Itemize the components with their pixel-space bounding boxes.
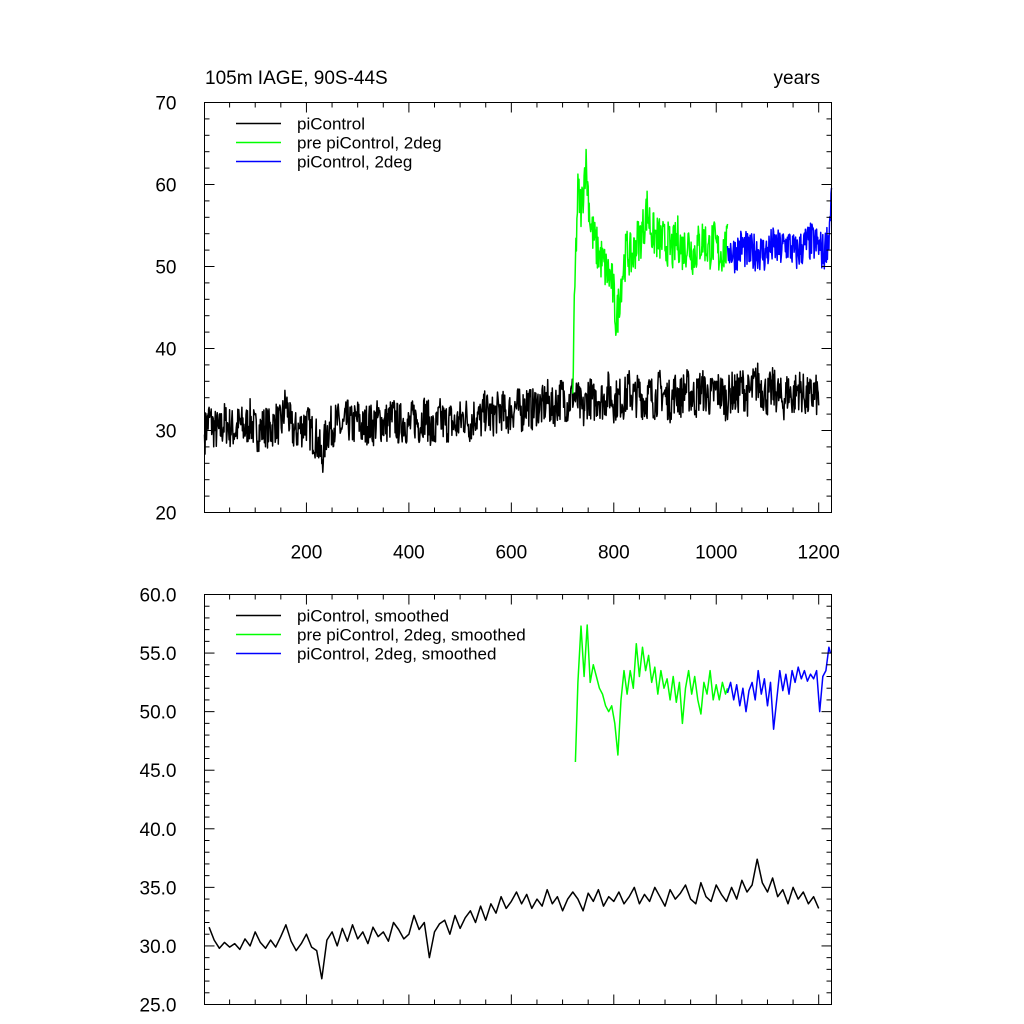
bottom-ticks-group: 25.0 30.0 35.0 40.0 45.0 50.0 55.0 60.0 <box>140 586 832 1017</box>
y-tick-label-3: 50 <box>155 258 176 279</box>
y-tick-label-7: 60.0 <box>140 586 177 607</box>
panel-top-plot: 105m IAGE, 90S-44S years 200 400 600 800 100… <box>155 68 839 564</box>
series-line-0 <box>208 858 820 980</box>
panel-bottom-plot: 25.0 30.0 35.0 40.0 45.0 50.0 55.0 60.0 piContr… <box>140 586 832 1017</box>
series-line-1 <box>574 624 729 763</box>
top-ticks-group: 200 400 600 800 1000 1200 20 30 40 50 60 70 <box>155 94 839 564</box>
y-tick-label-2: 40 <box>155 340 176 361</box>
y-tick-label-4: 45.0 <box>140 761 177 782</box>
y-tick-label-1: 30.0 <box>140 937 177 958</box>
y-tick-label-3: 40.0 <box>140 820 177 841</box>
legend-label-1: pre piControl, 2deg <box>297 134 442 153</box>
x-tick-label-0: 200 <box>291 543 323 564</box>
top-plot-frame <box>204 102 832 513</box>
y-tick-label-4: 60 <box>155 176 176 197</box>
series-line-2 <box>726 187 833 274</box>
y-tick-label-5: 50.0 <box>140 703 177 724</box>
x-tick-label-5: 1200 <box>798 543 840 564</box>
y-tick-label-6: 55.0 <box>140 644 177 665</box>
legend-label-0: piControl, smoothed <box>297 607 449 626</box>
panel-top-title: 105m IAGE, 90S-44S <box>205 68 388 89</box>
x-tick-label-2: 600 <box>495 543 527 564</box>
y-tick-label-1: 30 <box>155 422 176 443</box>
bottom-series-group <box>208 624 832 980</box>
legend-label-1: pre piControl, 2deg, smoothed <box>297 626 526 645</box>
legend-label-2: piControl, 2deg, smoothed <box>297 645 496 664</box>
x-tick-label-3: 800 <box>598 543 630 564</box>
y-tick-label-0: 20 <box>155 504 176 525</box>
top-series-group <box>203 148 833 473</box>
bottom-plot-frame <box>204 594 832 1005</box>
y-tick-label-2: 35.0 <box>140 878 177 899</box>
panel-top-units: years <box>774 68 820 89</box>
legend-label-0: piControl <box>297 115 365 134</box>
x-tick-label-4: 1000 <box>695 543 737 564</box>
y-tick-label-0: 25.0 <box>140 996 177 1017</box>
series-line-2 <box>726 646 832 730</box>
series-line-0 <box>203 362 820 473</box>
series-line-1 <box>572 148 729 394</box>
y-tick-label-5: 70 <box>155 94 176 115</box>
x-tick-label-1: 400 <box>393 543 425 564</box>
legend-label-2: piControl, 2deg <box>297 153 412 172</box>
